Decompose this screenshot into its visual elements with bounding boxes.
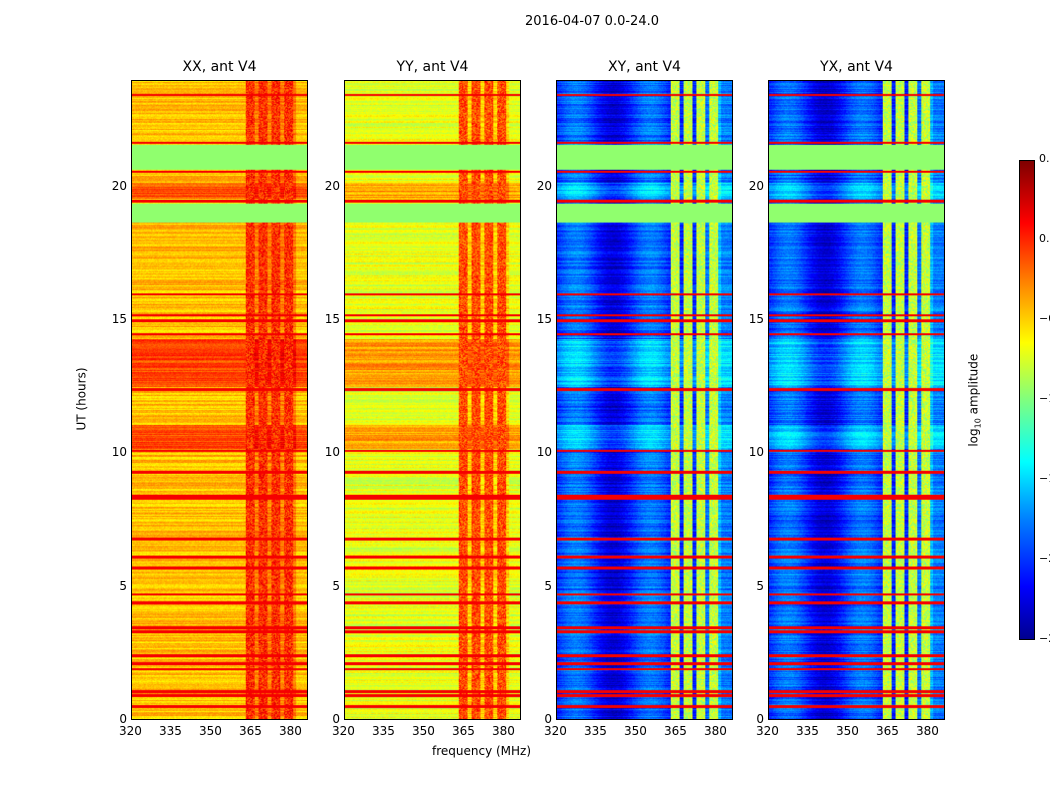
heatmap-cells [132, 81, 307, 719]
x-tick-label: 365 [238, 724, 262, 738]
x-tick-label: 335 [158, 724, 182, 738]
x-tick-label: 335 [795, 724, 819, 738]
heatmap-cells [557, 81, 732, 719]
colorbar-label: log10 amplitude [966, 354, 982, 447]
panel-title: XY, ant V4 [608, 59, 681, 75]
y-tick-label: 10 [111, 445, 127, 460]
y-tick-label: 0 [544, 712, 552, 726]
colorbar-tick-label: −2.0 [1039, 552, 1050, 565]
colorbar-tick-label: −1.5 [1039, 472, 1050, 485]
x-tick-label: 365 [875, 724, 899, 738]
colorbar [1019, 160, 1035, 640]
x-tick-label: 350 [623, 724, 647, 738]
x-axis-label: frequency (MHz) [432, 744, 532, 758]
y-tick-label: 10 [748, 445, 764, 460]
y-tick-label: 20 [324, 178, 340, 193]
x-tick-label: 335 [583, 724, 607, 738]
x-tick-label: 320 [332, 724, 355, 738]
x-tick-label: 350 [198, 724, 222, 738]
y-tick-label: 10 [324, 445, 340, 460]
colorbar-tick-label: 0.0 [1039, 232, 1050, 245]
heatmap-panel [344, 80, 521, 720]
x-tick-label: 380 [703, 724, 727, 738]
x-tick-label: 320 [756, 724, 779, 738]
heatmap-panel [131, 80, 308, 720]
y-tick-label: 0 [119, 712, 127, 726]
y-tick-label: 15 [748, 312, 764, 326]
y-tick-label: 5 [544, 578, 552, 593]
panel-title: YX, ant V4 [820, 59, 893, 75]
y-tick-label: 10 [536, 445, 552, 460]
y-tick-label: 20 [111, 178, 127, 193]
x-tick-label: 365 [451, 724, 475, 738]
colorbar-label-sub: 10 [973, 418, 983, 429]
y-tick-label: 20 [536, 178, 552, 193]
colorbar-label-main: log [966, 428, 981, 447]
y-tick-label: 5 [756, 578, 764, 593]
figure-title: 2016-04-07 0.0-24.0 [525, 14, 659, 29]
panel-title: YY, ant V4 [396, 59, 469, 75]
x-tick-label: 320 [544, 724, 567, 738]
y-tick-label: 5 [332, 578, 340, 593]
heatmap-panel [768, 80, 945, 720]
x-tick-label: 380 [278, 724, 302, 738]
colorbar-tick-label: −2.5 [1039, 632, 1050, 645]
y-tick-label: 15 [536, 312, 552, 326]
y-tick-label: 0 [332, 712, 340, 726]
heatmap-cells [345, 81, 520, 719]
y-tick-label: 0 [756, 712, 764, 726]
x-tick-label: 335 [371, 724, 395, 738]
y-axis-label: UT (hours) [74, 367, 89, 431]
heatmap-cells [769, 81, 944, 719]
x-tick-label: 350 [411, 724, 435, 738]
colorbar-tick-label: 0.5 [1039, 152, 1050, 165]
colorbar-label-rest: amplitude [966, 353, 981, 419]
heatmap-panel [556, 80, 733, 720]
x-tick-label: 365 [663, 724, 687, 738]
x-tick-label: 380 [491, 724, 515, 738]
y-tick-label: 5 [119, 578, 127, 593]
y-tick-label: 20 [748, 178, 764, 193]
y-tick-label: 15 [324, 312, 340, 326]
colorbar-tick-label: −0.5 [1039, 312, 1050, 325]
y-tick-label: 15 [111, 312, 127, 326]
panel-title: XX, ant V4 [182, 59, 257, 75]
x-tick-label: 380 [915, 724, 939, 738]
colorbar-tick-label: −1.0 [1039, 392, 1050, 405]
x-tick-label: 350 [835, 724, 859, 738]
x-tick-label: 320 [119, 724, 142, 738]
